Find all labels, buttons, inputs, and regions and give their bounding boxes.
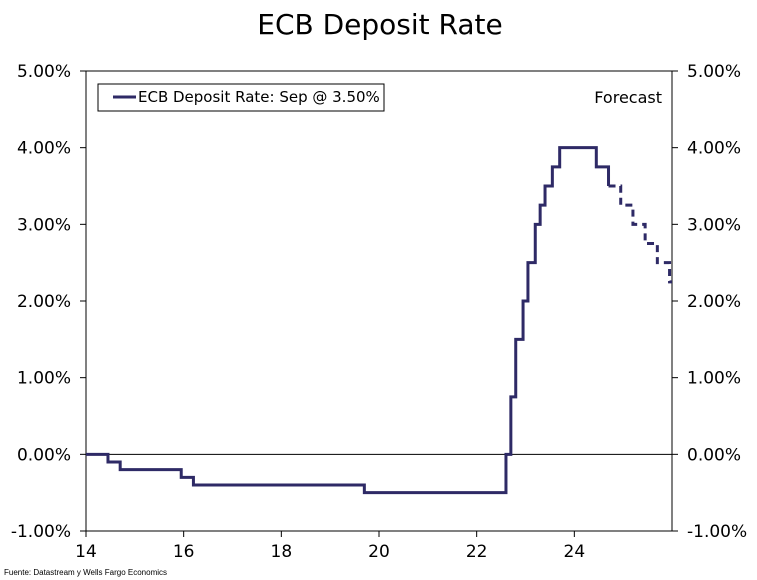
y-tick-label-left: 4.00% — [17, 139, 71, 159]
y-tick-label-left: -1.00% — [11, 522, 71, 542]
y-tick-label-left: 5.00% — [17, 62, 71, 82]
y-tick-label-left: 2.00% — [17, 292, 71, 312]
x-tick-label: 14 — [75, 542, 97, 562]
legend-label: ECB Deposit Rate: Sep @ 3.50% — [138, 88, 380, 106]
plot-area — [85, 70, 673, 532]
y-tick-label-right: 5.00% — [687, 62, 741, 82]
x-tick-label: 16 — [173, 542, 195, 562]
y-tick-label-right: 1.00% — [687, 369, 741, 389]
forecast-label: Forecast — [594, 88, 662, 107]
x-tick-label: 20 — [368, 542, 390, 562]
legend: ECB Deposit Rate: Sep @ 3.50% — [97, 83, 385, 112]
series-line-forecast — [608, 184, 672, 284]
legend-box — [97, 83, 385, 112]
y-tick-label-right: 2.00% — [687, 292, 741, 312]
series-line-actual — [86, 146, 611, 495]
series-layer — [86, 146, 672, 495]
source-note: Fuente: Datastream y Wells Fargo Economi… — [4, 568, 167, 577]
y-tick-label-right: -1.00% — [687, 522, 747, 542]
y-tick-label-right: 0.00% — [687, 445, 741, 465]
x-tick-label: 24 — [564, 542, 586, 562]
x-tick-label: 22 — [466, 542, 488, 562]
x-tick-label: 18 — [271, 542, 293, 562]
axis-ticks: -1.00% -1.00% 0.00% 0.00% 1.00% 1.00% 2.00% 2.0… — [11, 62, 747, 562]
y-tick-label-right: 3.00% — [687, 215, 741, 235]
y-tick-label-left: 1.00% — [17, 369, 71, 389]
y-tick-label-right: 4.00% — [687, 139, 741, 159]
y-tick-label-left: 3.00% — [17, 215, 71, 235]
y-tick-label-left: 0.00% — [17, 445, 71, 465]
chart-title: ECB Deposit Rate — [257, 8, 503, 41]
